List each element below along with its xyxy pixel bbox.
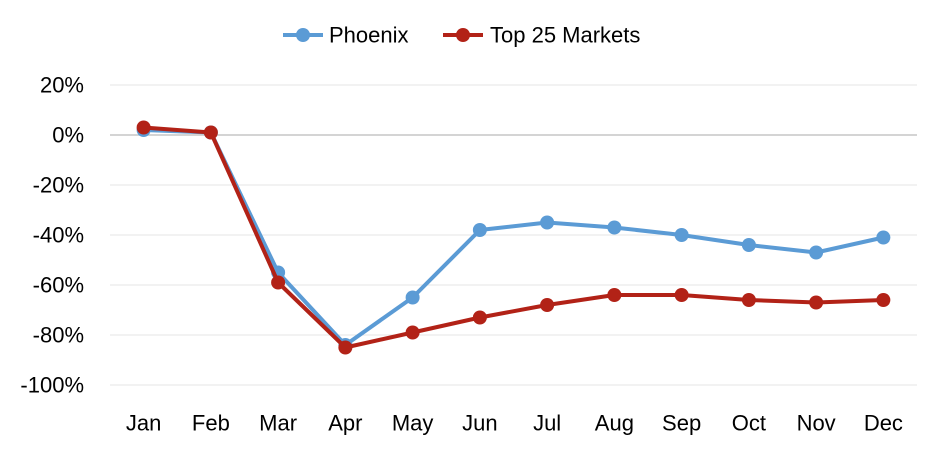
data-point (540, 215, 555, 230)
x-tick-label: Sep (662, 411, 701, 436)
data-point (405, 325, 420, 340)
data-point (338, 340, 353, 355)
x-tick-label: Jan (126, 411, 161, 436)
x-tick-label: Nov (797, 411, 836, 436)
y-tick-label: -60% (33, 273, 84, 298)
legend-swatch-marker (456, 28, 470, 42)
data-point (809, 245, 824, 260)
data-point (674, 228, 689, 242)
data-point (876, 293, 891, 307)
legend: Phoenix Top 25 Markets (283, 23, 640, 48)
legend-item: Phoenix (283, 23, 409, 48)
legend-label: Top 25 Markets (490, 23, 640, 48)
series-1 (136, 123, 891, 352)
y-axis-tick-labels: 20% 0% -20% -40% -60% -80% -100% (20, 73, 84, 398)
x-tick-label: May (392, 411, 434, 436)
data-point (405, 290, 420, 305)
x-tick-label: Feb (192, 411, 230, 436)
x-axis-tick-labels: Jan Feb Mar Apr May Jun Jul Aug Sep Oct Nov Dec (126, 411, 903, 436)
y-tick-label: 20% (40, 73, 84, 98)
y-tick-label: -40% (33, 223, 84, 248)
y-tick-label: 0% (52, 123, 84, 148)
x-tick-label: Aug (595, 411, 634, 436)
data-point (472, 310, 487, 325)
data-point (607, 220, 622, 235)
series-lines (136, 120, 891, 355)
data-point (741, 293, 756, 307)
series-line (141, 128, 886, 347)
series-line (141, 125, 886, 350)
legend-item: Top 25 Markets (443, 23, 640, 48)
legend-swatch-marker (296, 28, 310, 42)
data-point (136, 120, 151, 135)
data-point (876, 230, 891, 245)
x-tick-label: Jul (533, 411, 561, 436)
legend-label: Phoenix (329, 23, 409, 48)
x-tick-label: Oct (732, 411, 766, 436)
data-point (203, 125, 218, 140)
series-2 (136, 120, 891, 355)
y-tick-label: -100% (20, 373, 84, 398)
data-point (472, 223, 487, 237)
y-tick-label: -20% (33, 173, 84, 198)
data-point (809, 295, 824, 310)
x-tick-label: Mar (259, 411, 297, 436)
data-point (741, 238, 756, 252)
data-point (607, 288, 622, 302)
gridlines (110, 84, 917, 386)
y-tick-label: -80% (33, 323, 84, 348)
x-tick-label: Dec (864, 411, 903, 436)
data-point (540, 298, 555, 312)
x-tick-label: Apr (328, 411, 362, 436)
data-point (271, 275, 286, 290)
x-tick-label: Jun (462, 411, 497, 436)
data-point (674, 288, 689, 302)
